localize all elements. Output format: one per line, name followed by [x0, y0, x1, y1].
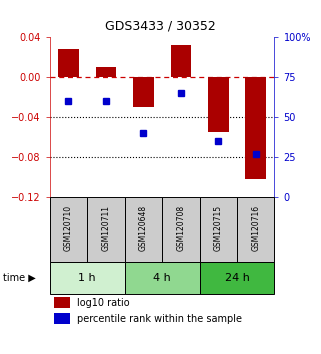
Bar	[54, 297, 70, 308]
Text: GSM120716: GSM120716	[251, 205, 260, 251]
Bar	[208, 77, 229, 132]
Bar	[200, 262, 274, 293]
Bar	[133, 77, 154, 107]
Text: GSM120710: GSM120710	[64, 205, 73, 251]
Text: log10 ratio: log10 ratio	[77, 298, 129, 308]
Text: GSM120715: GSM120715	[214, 205, 223, 251]
Text: GDS3433 / 30352: GDS3433 / 30352	[105, 19, 216, 33]
Bar	[125, 198, 162, 262]
Text: GSM120648: GSM120648	[139, 205, 148, 251]
Bar	[170, 45, 191, 77]
Bar	[50, 198, 87, 262]
Text: GSM120708: GSM120708	[176, 205, 185, 251]
Text: 4 h: 4 h	[153, 273, 171, 282]
Bar	[50, 262, 125, 293]
Bar	[200, 198, 237, 262]
Bar	[125, 262, 200, 293]
Bar	[96, 67, 116, 77]
Bar	[237, 198, 274, 262]
Text: 1 h: 1 h	[78, 273, 96, 282]
Bar	[87, 198, 125, 262]
Bar	[162, 198, 200, 262]
Bar	[54, 313, 70, 324]
Text: time ▶: time ▶	[3, 273, 36, 282]
Bar	[246, 77, 266, 179]
Text: GSM120711: GSM120711	[101, 205, 110, 251]
Text: percentile rank within the sample: percentile rank within the sample	[77, 314, 242, 324]
Bar	[58, 49, 79, 77]
Text: 24 h: 24 h	[225, 273, 249, 282]
